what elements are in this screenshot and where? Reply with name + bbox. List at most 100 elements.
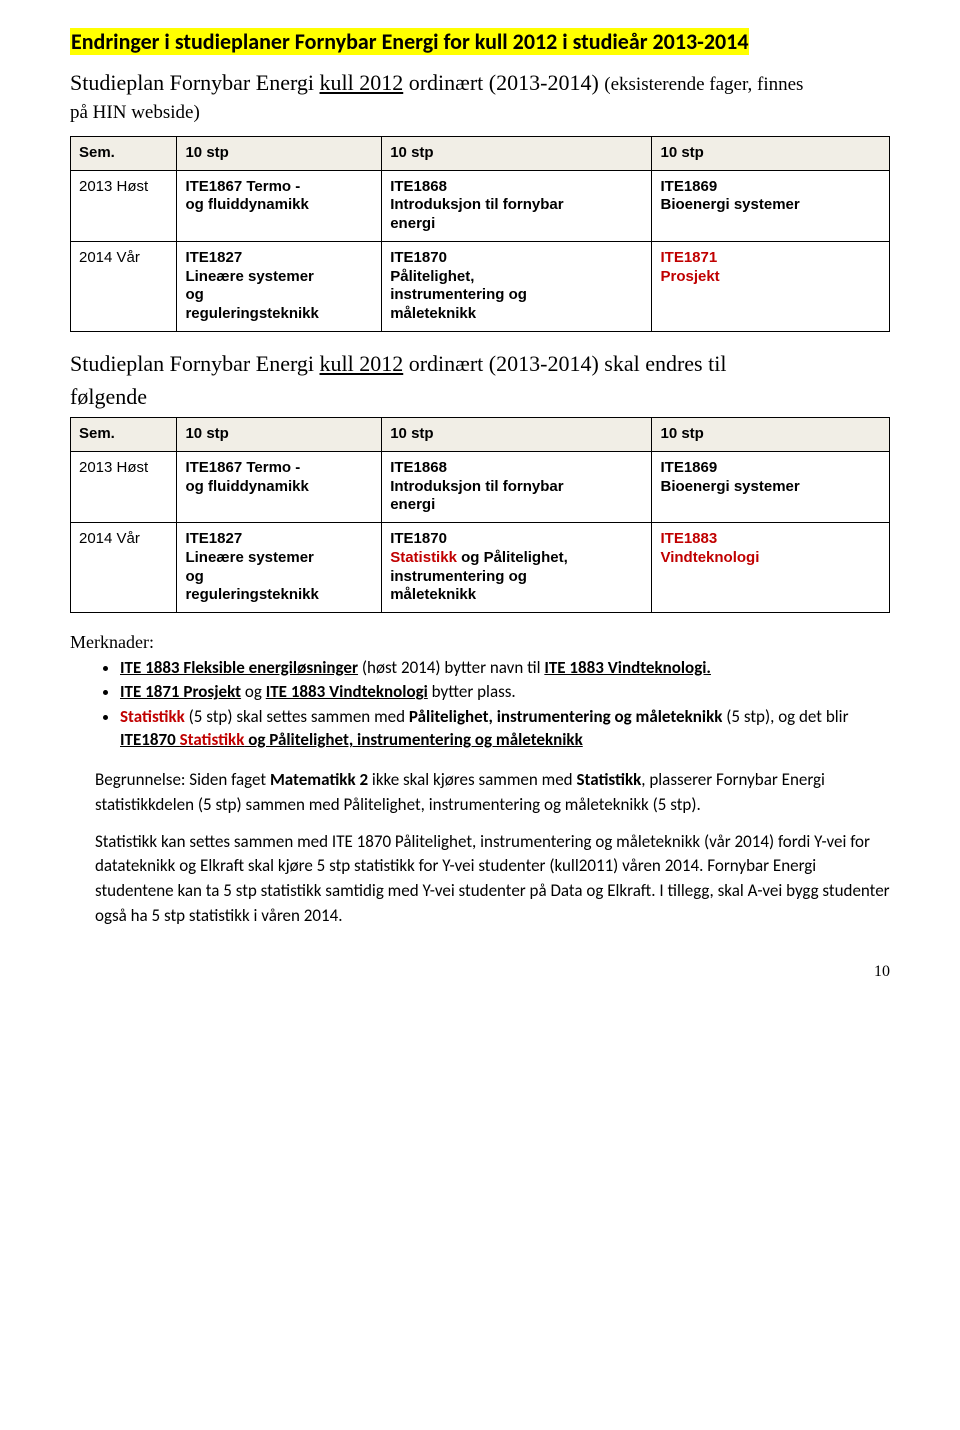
paragraph-justification: Begrunnelse: Siden faget Matematikk 2 ik… [70,768,890,817]
sp2-line2: følgende [70,383,890,412]
txt-red: Statistikk [180,729,245,750]
txt: instrumentering og [390,568,527,585]
studieplan-heading-2: Studieplan Fornybar Energi kull 2012 ord… [70,350,890,379]
merknader-list: ITE 1883 Fleksible energiløsninger (høst… [70,657,890,753]
cell-course: ITE1827 Lineære systemer og reguleringst… [177,241,382,331]
th-col3: 10 stp [652,418,890,452]
txt: Pålitelighet, instrumentering og måletek… [409,706,723,727]
txt: ITE1827 [185,530,242,547]
page-title-wrap: Endringer i studieplaner Fornybar Energi… [70,28,890,57]
page-title: Endringer i studieplaner Fornybar Energi… [70,28,749,55]
sp1-tail: (eksisterende fager, finnes [604,74,803,95]
txt: og [185,286,203,303]
txt: ITE 1871 Prosjekt [120,681,241,702]
table-header-row: Sem. 10 stp 10 stp 10 stp [71,418,890,452]
txt: Prosjekt [660,268,719,285]
txt: ITE1869 [660,178,717,195]
cell-course: ITE1869 Bioenergi systemer [652,170,890,241]
paragraph-statistikk: Statistikk kan settes sammen med ITE 187… [70,830,890,929]
txt: ITE 1883 Fleksible energiløsninger [120,657,358,678]
list-item: Statistikk (5 stp) skal settes sammen me… [120,706,890,752]
txt: (5 stp), og det blir [722,706,848,727]
txt: Lineære systemer [185,268,313,285]
txt: og fluiddynamikk [185,196,308,213]
sp1-underline: kull 2012 [320,70,404,95]
studieplan-table-1: Sem. 10 stp 10 stp 10 stp 2013 Høst ITE1… [70,136,890,332]
sp2-mid: ordinært (2013-2014) skal endres til [403,351,726,376]
th-sem: Sem. [71,418,177,452]
cell-course: ITE1870 Statistikk og Pålitelighet, inst… [382,523,652,613]
table-row: 2014 Vår ITE1827 Lineære systemer og reg… [71,523,890,613]
txt: ITE 1883 Vindteknologi. [544,657,711,678]
txt: ITE1870 [390,530,447,547]
txt: måleteknikk [390,305,476,322]
txt: ITE1827 [185,249,242,266]
txt: energi [390,215,435,232]
txt: (5 stp) skal settes sammen med [185,706,409,727]
th-col1: 10 stp [177,418,382,452]
txt: Statistikk [576,769,641,790]
th-col3: 10 stp [652,136,890,170]
list-item: ITE 1883 Fleksible energiløsninger (høst… [120,657,890,680]
txt: måleteknikk [390,586,476,603]
txt: Begrunnelse: Siden faget [95,769,270,790]
cell-sem: 2014 Vår [71,523,177,613]
txt: ikke skal kjøres sammen med [368,769,576,790]
cell-course: ITE1883 Vindteknologi [652,523,890,613]
th-col2: 10 stp [382,136,652,170]
sp2-underline: kull 2012 [320,351,404,376]
txt: og [241,681,266,702]
txt: ITE1870 [120,729,180,750]
th-sem: Sem. [71,136,177,170]
page-number: 10 [70,962,890,983]
txt: og [185,568,203,585]
cell-sem: 2013 Høst [71,451,177,522]
txt: Introduksjon til fornybar [390,478,563,495]
th-col2: 10 stp [382,418,652,452]
txt: energi [390,496,435,513]
txt-red: Statistikk [390,549,457,566]
sp1-prefix: Studieplan Fornybar Energi [70,70,320,95]
txt: ITE1868 [390,178,447,195]
txt: ITE 1883 Vindteknologi [266,681,428,702]
txt: ITE1871 [660,249,717,266]
table-row: 2013 Høst ITE1867 Termo - og fluiddynami… [71,170,890,241]
txt: og Pålitelighet, [457,549,568,566]
txt: Bioenergi systemer [660,478,799,495]
sp2-prefix: Studieplan Fornybar Energi [70,351,320,376]
studieplan-heading-1: Studieplan Fornybar Energi kull 2012 ord… [70,69,890,98]
txt: instrumentering og [390,286,527,303]
txt: Lineære systemer [185,549,313,566]
txt: Pålitelighet, [390,268,474,285]
txt: reguleringsteknikk [185,305,318,322]
cell-sem: 2014 Vår [71,241,177,331]
txt: reguleringsteknikk [185,586,318,603]
txt: Vindteknologi [660,549,759,566]
txt: bytter plass. [428,681,516,702]
sp1-line2: på HIN webside) [70,101,890,126]
txt: Matematikk 2 [270,769,368,790]
studieplan-table-2: Sem. 10 stp 10 stp 10 stp 2013 Høst ITE1… [70,417,890,613]
th-col1: 10 stp [177,136,382,170]
sp1-mid: ordinært (2013-2014) [403,70,604,95]
txt: (høst 2014) bytter navn til [358,657,544,678]
txt: ITE1869 [660,459,717,476]
txt: ITE1867 Termo - [185,459,300,476]
txt: ITE1870 Statistikk og Pålitelighet, inst… [120,729,583,750]
cell-course: ITE1867 Termo - og fluiddynamikk [177,170,382,241]
cell-course: ITE1867 Termo - og fluiddynamikk [177,451,382,522]
merknader-label: Merknader: [70,631,890,654]
txt: ITE1870 [390,249,447,266]
cell-course: ITE1869 Bioenergi systemer [652,451,890,522]
cell-course: ITE1871 Prosjekt [652,241,890,331]
list-item: ITE 1871 Prosjekt og ITE 1883 Vindteknol… [120,681,890,704]
table-header-row: Sem. 10 stp 10 stp 10 stp [71,136,890,170]
cell-course: ITE1868 Introduksjon til fornybar energi [382,451,652,522]
cell-course: ITE1868 Introduksjon til fornybar energi [382,170,652,241]
cell-course: ITE1870 Pålitelighet, instrumentering og… [382,241,652,331]
table-row: 2014 Vår ITE1827 Lineære systemer og reg… [71,241,890,331]
txt: ITE1868 [390,459,447,476]
txt: Bioenergi systemer [660,196,799,213]
txt: og fluiddynamikk [185,478,308,495]
txt: ITE1883 [660,530,717,547]
